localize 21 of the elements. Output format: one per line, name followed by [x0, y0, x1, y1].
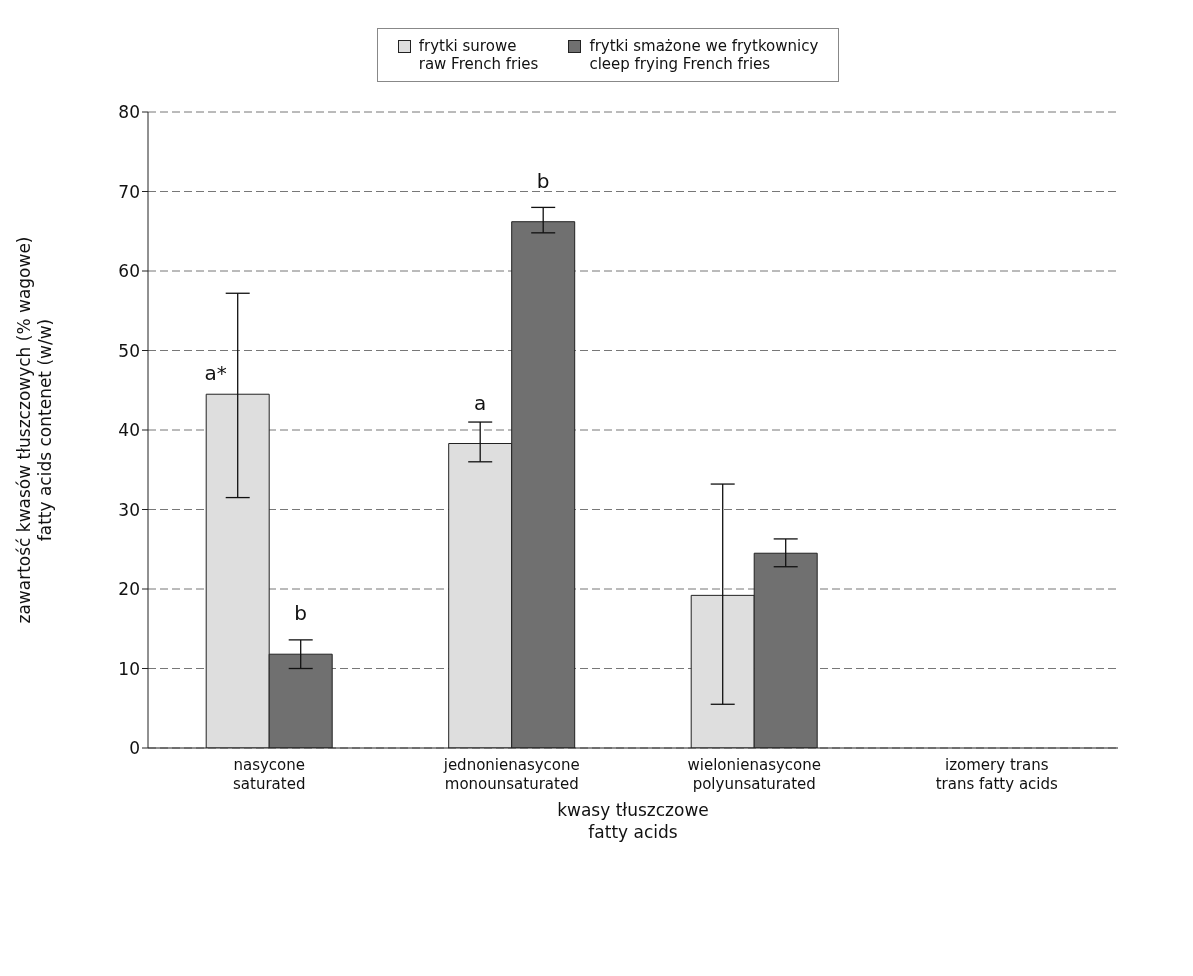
x-tick-label: izomery trans trans fatty acids: [935, 756, 1059, 793]
annotation: a*: [204, 361, 227, 386]
y-tick-label: 30: [118, 499, 140, 520]
y-tick-label: 10: [118, 658, 140, 679]
y-tick-label: 80: [118, 102, 140, 123]
x-axis-title: kwasy tłuszczowe fatty acids: [557, 800, 709, 842]
y-tick-label: 20: [118, 579, 140, 600]
x-tick-label: jednonienasycone monounsaturated: [442, 756, 580, 793]
y-tick-label: 0: [129, 738, 140, 759]
x-tick-label: nasycone saturated: [233, 756, 306, 793]
y-tick-label: 50: [118, 340, 140, 361]
y-tick-label: 40: [118, 420, 140, 441]
annotation: a: [474, 390, 487, 415]
x-tick-label: wielonienasycone polyunsaturated: [687, 756, 821, 793]
annotation: b: [536, 168, 550, 193]
y-tick-label: 70: [118, 181, 140, 202]
legend-label: frytki surowe raw French fries: [418, 37, 539, 73]
annotation: b: [294, 601, 308, 626]
legend-label: frytki smażone we frytkownicy cleep frying French fries: [589, 37, 819, 73]
y-tick-label: 60: [118, 261, 140, 282]
y-axis-title: zawartość kwasów tłuszczowych (% wagowe) fatty acids contenet (w/w): [14, 236, 55, 624]
